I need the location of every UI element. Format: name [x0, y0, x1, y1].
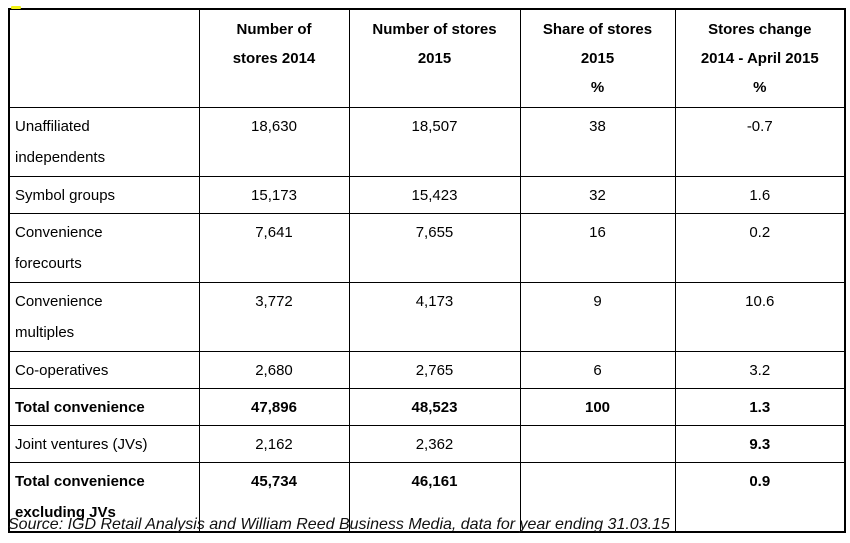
- cell-stores-2015: 2,362: [348, 425, 521, 463]
- row-label: Total convenience: [8, 388, 200, 426]
- row-label: Convenience forecourts: [8, 213, 200, 283]
- cell-share-2015: 32: [519, 176, 676, 214]
- cell-stores-2015: 18,507: [348, 107, 521, 177]
- row-label: Convenience multiples: [8, 282, 200, 352]
- cell-stores-2014: 18,630: [198, 107, 350, 177]
- yellow-highlight-mark: [11, 6, 21, 9]
- table-row-convenience-multiples: Convenience multiples 3,772 4,173 9 10.6: [8, 282, 846, 352]
- table-row-symbol-groups: Symbol groups 15,173 15,423 32 1.6: [8, 176, 846, 214]
- row-label: Symbol groups: [8, 176, 200, 214]
- cell-share-2015: 6: [519, 351, 676, 389]
- cell-share-2015: 100: [519, 388, 676, 426]
- table-row-joint-ventures: Joint ventures (JVs) 2,162 2,362 9.3: [8, 425, 846, 463]
- row-label: Joint ventures (JVs): [8, 425, 200, 463]
- cell-stores-2015: 48,523: [348, 388, 521, 426]
- cell-stores-2014: 45,734: [198, 462, 350, 533]
- convenience-stores-table: Number of stores 2014 Number of stores 2…: [8, 8, 846, 533]
- row-label: Total convenience excluding JVs: [8, 462, 200, 533]
- cell-share-2015: 16: [519, 213, 676, 283]
- header-row: Number of stores 2014 Number of stores 2…: [8, 8, 846, 108]
- table-row-total-convenience: Total convenience 47,896 48,523 100 1.3: [8, 388, 846, 426]
- col-header-stores-2015: Number of stores 2015: [348, 8, 521, 108]
- cell-stores-2015: 2,765: [348, 351, 521, 389]
- cell-stores-2014: 47,896: [198, 388, 350, 426]
- col-header-stores-change: Stores change 2014 - April 2015 %: [674, 8, 846, 108]
- col-header-stores-2014: Number of stores 2014: [198, 8, 350, 108]
- cell-change: -0.7: [674, 107, 846, 177]
- cell-stores-2015: 7,655: [348, 213, 521, 283]
- cell-share-2015: 38: [519, 107, 676, 177]
- cell-stores-2015: 4,173: [348, 282, 521, 352]
- cell-change: 10.6: [674, 282, 846, 352]
- table-row-cooperatives: Co-operatives 2,680 2,765 6 3.2: [8, 351, 846, 389]
- cell-share-2015: [519, 462, 676, 533]
- cell-stores-2014: 3,772: [198, 282, 350, 352]
- cell-change: 0.9: [674, 462, 846, 533]
- row-label: Co-operatives: [8, 351, 200, 389]
- cell-change: 9.3: [674, 425, 846, 463]
- cell-change: 0.2: [674, 213, 846, 283]
- cell-share-2015: [519, 425, 676, 463]
- cell-stores-2014: 2,162: [198, 425, 350, 463]
- cell-stores-2014: 15,173: [198, 176, 350, 214]
- cell-stores-2014: 7,641: [198, 213, 350, 283]
- col-header-share-2015: Share of stores 2015 %: [519, 8, 676, 108]
- cell-change: 3.2: [674, 351, 846, 389]
- cell-share-2015: 9: [519, 282, 676, 352]
- cell-stores-2015: 15,423: [348, 176, 521, 214]
- cell-stores-2014: 2,680: [198, 351, 350, 389]
- cell-change: 1.6: [674, 176, 846, 214]
- table-row-total-excluding-jvs: Total convenience excluding JVs 45,734 4…: [8, 462, 846, 533]
- table-row-convenience-forecourts: Convenience forecourts 7,641 7,655 16 0.…: [8, 213, 846, 283]
- source-note: Source: IGD Retail Analysis and William …: [8, 516, 670, 533]
- table-row-unaffiliated-independents: Unaffiliated independents 18,630 18,507 …: [8, 107, 846, 177]
- col-header-rowlabel: [8, 8, 200, 108]
- cell-change: 1.3: [674, 388, 846, 426]
- row-label: Unaffiliated independents: [8, 107, 200, 177]
